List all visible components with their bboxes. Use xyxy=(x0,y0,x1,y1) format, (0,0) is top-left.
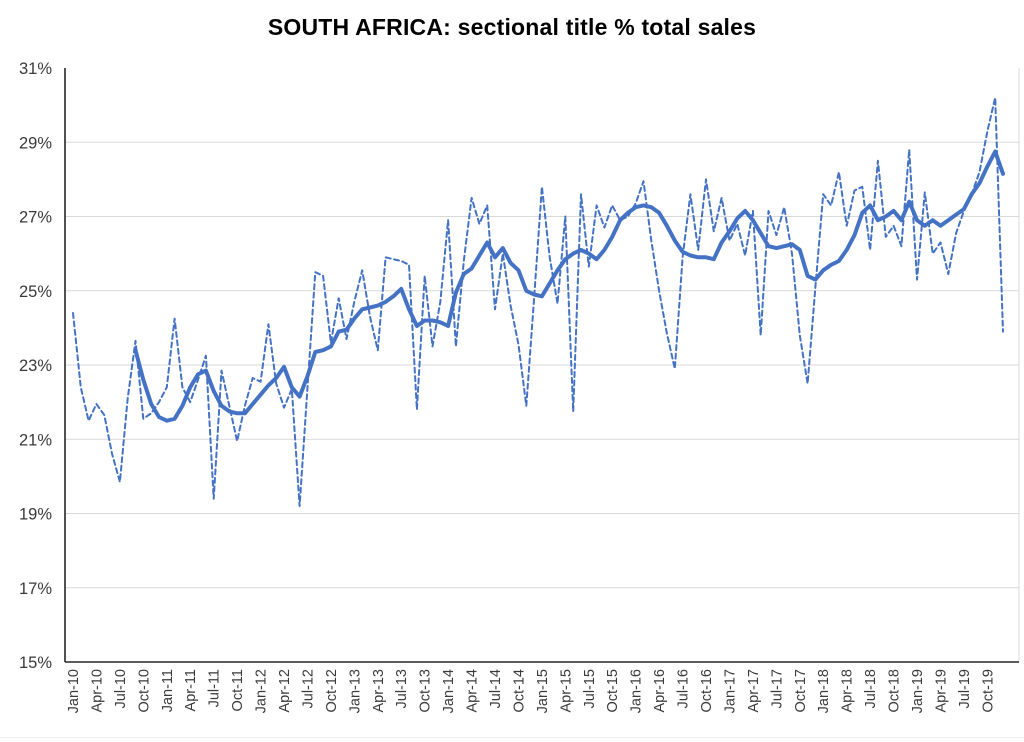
x-tick-label: Jul-19 xyxy=(957,669,973,709)
x-tick-label: Jul-16 xyxy=(676,669,692,709)
x-tick-label: Jul-10 xyxy=(113,669,129,709)
x-tick-label: Jan-14 xyxy=(441,669,457,713)
x-tick-label: Oct-14 xyxy=(511,669,527,713)
x-tick-label: Jan-10 xyxy=(66,669,82,713)
x-tick-label: Jan-12 xyxy=(254,669,270,713)
x-tick-label: Jan-11 xyxy=(160,669,176,712)
x-tick-label: Jan-15 xyxy=(535,669,551,713)
axis-lines xyxy=(64,68,1019,663)
series-dashed xyxy=(72,96,1004,508)
x-tick-label: Oct-18 xyxy=(887,669,903,713)
bottom-divider xyxy=(0,737,1024,738)
y-tick-label: 27% xyxy=(19,209,52,227)
x-tick-label: Apr-10 xyxy=(89,669,105,713)
x-tick-label: Oct-15 xyxy=(605,669,621,713)
x-tick-label: Jul-15 xyxy=(582,669,598,709)
x-tick-label: Oct-17 xyxy=(793,669,809,713)
x-tick-label: Jul-12 xyxy=(300,669,316,709)
y-tick-label: 31% xyxy=(19,60,52,78)
y-tick-label: 29% xyxy=(19,134,52,152)
x-tick-label: Apr-15 xyxy=(558,669,574,713)
x-tick-label: Oct-12 xyxy=(324,669,340,713)
x-tick-label: Jan-19 xyxy=(910,669,926,713)
series-solid xyxy=(133,149,1005,423)
x-tick-label: Jul-13 xyxy=(394,669,410,709)
x-tick-label: Oct-10 xyxy=(136,669,152,713)
x-tick-label: Jul-17 xyxy=(769,669,785,709)
y-tick-label: 25% xyxy=(19,283,52,301)
x-tick-label: Apr-19 xyxy=(933,669,949,713)
y-tick-label: 19% xyxy=(19,506,52,524)
x-tick-label: Jul-11 xyxy=(207,669,223,707)
x-tick-label: Jan-18 xyxy=(816,669,832,713)
x-tick-label: Jul-18 xyxy=(863,669,879,709)
x-tick-label: Oct-19 xyxy=(980,669,996,713)
x-tick-label: Oct-11 xyxy=(230,669,246,711)
x-tick-label: Oct-16 xyxy=(699,669,715,713)
chart-title: SOUTH AFRICA: sectional title % total sa… xyxy=(267,14,757,40)
x-tick-label: Apr-13 xyxy=(371,669,387,713)
x-tick-label: Apr-18 xyxy=(840,669,856,713)
y-tick-label: 15% xyxy=(19,654,52,672)
x-tick-label: Jul-14 xyxy=(488,669,504,709)
x-tick-label: Jan-17 xyxy=(722,669,738,713)
y-axis-labels: 31% 29% 27% 25% 23% 21% 19% 17% 15% xyxy=(19,60,52,672)
x-tick-label: Oct-13 xyxy=(418,669,434,713)
x-tick-label: Jan-13 xyxy=(347,669,363,713)
x-tick-label: Apr-12 xyxy=(277,669,293,713)
x-tick-label: Apr-16 xyxy=(652,669,668,713)
x-tick-label: Apr-17 xyxy=(746,669,762,713)
y-tick-label: 23% xyxy=(19,357,52,375)
x-tick-label: Apr-11 xyxy=(183,669,199,711)
x-axis-labels: Jan-10 Apr-10 Jul-10 Oct-10 Jan-11 Apr-11 Jul-… xyxy=(66,669,996,713)
y-tick-label: 17% xyxy=(19,580,52,598)
y-tick-label: 21% xyxy=(19,431,52,449)
x-tick-label: Jan-16 xyxy=(629,669,645,713)
gridlines xyxy=(65,68,1020,662)
x-tick-label: Apr-14 xyxy=(465,669,481,713)
